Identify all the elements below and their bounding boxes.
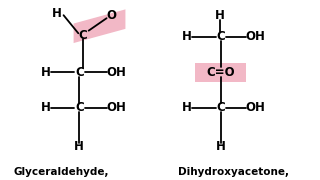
Text: C: C [216,30,225,43]
Text: OH: OH [246,30,266,43]
Text: H: H [182,101,192,114]
Text: H: H [52,7,61,20]
Text: C=O: C=O [206,66,235,79]
Text: Glyceraldehyde,: Glyceraldehyde, [13,166,109,177]
Text: OH: OH [246,101,266,114]
Text: C: C [75,101,84,114]
Polygon shape [74,9,125,43]
Text: H: H [215,9,225,22]
Text: Dihydroxyacetone,: Dihydroxyacetone, [178,166,289,177]
Text: H: H [40,66,50,79]
Polygon shape [195,62,246,82]
Text: OH: OH [106,101,126,114]
Text: OH: OH [106,66,126,79]
Text: H: H [74,140,84,153]
Text: H: H [40,101,50,114]
Text: C: C [216,101,225,114]
Text: H: H [216,140,226,153]
Text: C: C [79,29,87,42]
Text: O: O [106,9,116,22]
Text: H: H [182,30,192,43]
Text: C: C [75,66,84,79]
